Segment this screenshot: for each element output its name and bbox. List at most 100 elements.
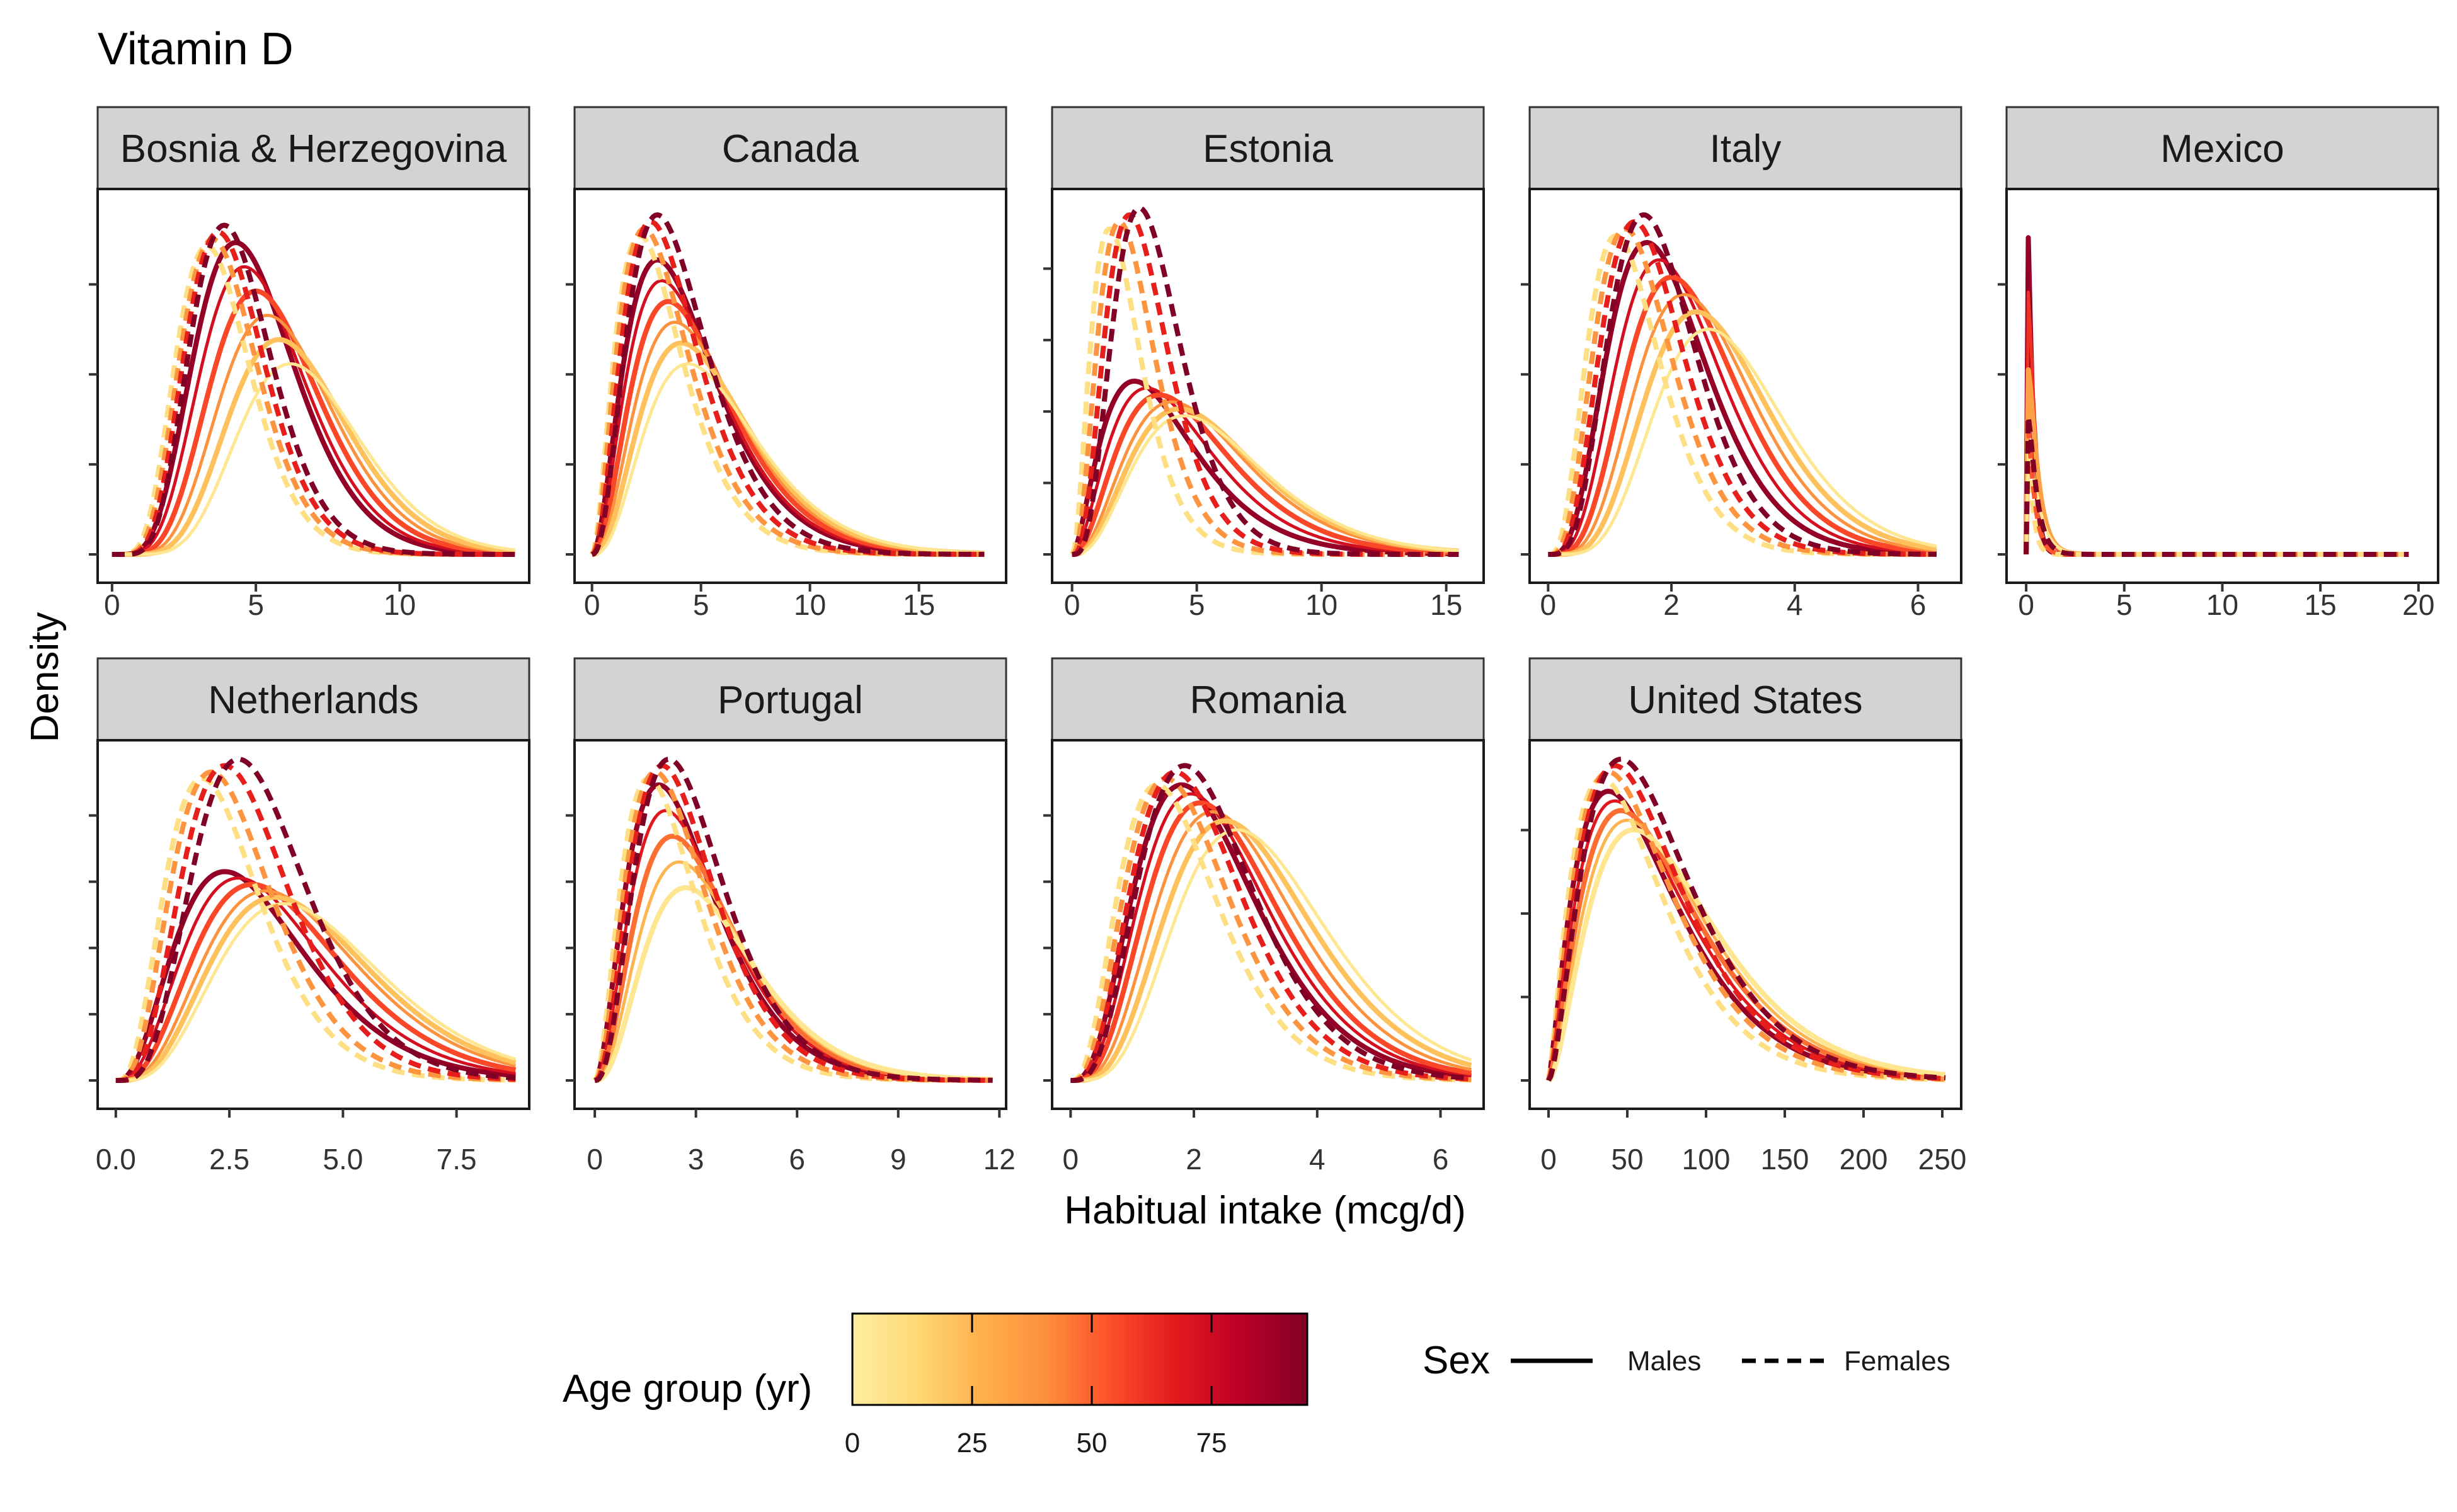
- strip-mexico: [2005, 106, 2439, 190]
- male-density-curve: [1070, 818, 1472, 1083]
- male-density-curve: [112, 289, 515, 557]
- strip-label-estonia: Estonia: [1203, 127, 1333, 171]
- male-density-curve: [1547, 240, 1937, 557]
- x-tick-label: 5: [693, 588, 709, 621]
- x-tick-label: 0: [587, 1143, 603, 1176]
- strip-label-romania: Romania: [1189, 679, 1346, 722]
- plot-area-romania: [1051, 739, 1485, 1110]
- x-tick-label: 7.5: [437, 1143, 477, 1176]
- strip-label-united-states: United States: [1628, 679, 1862, 722]
- female-density-curve: [590, 219, 985, 557]
- strip-label-netherlands: Netherlands: [208, 679, 418, 722]
- female-density-curve: [115, 769, 516, 1083]
- panel-canada: Canada 0 5 10 15: [566, 106, 1007, 621]
- plot-area-canada: [573, 188, 1007, 584]
- male-density-curve: [1547, 799, 1946, 1081]
- male-density-curve: [1072, 392, 1459, 557]
- male-density-curve: [594, 885, 994, 1083]
- male-density-curve: [1072, 414, 1459, 556]
- strip-estonia: [1051, 106, 1485, 190]
- female-density-curve: [1546, 776, 1946, 1082]
- female-density-curve: [115, 763, 516, 1083]
- panel-romania: Romania 0 2 4 6: [1043, 657, 1485, 1176]
- plot-area-bosnia-and-herzegovina: [96, 188, 530, 584]
- age-tick-label: 25: [957, 1428, 988, 1458]
- x-tick-label: 12: [983, 1143, 1016, 1176]
- panel-bosnia-and-herzegovina: Bosnia & Herzegovina 0 5 10: [89, 106, 530, 621]
- plot-area-italy: [1528, 188, 1962, 584]
- curves-united-states: [1546, 757, 1946, 1082]
- male-density-curve: [1546, 808, 1946, 1082]
- x-tick-label: 10: [794, 588, 826, 621]
- x-tick-label: 4: [1787, 588, 1803, 621]
- x-tick-label: 6: [789, 1143, 805, 1176]
- curves-portugal: [592, 757, 994, 1083]
- strip-label-portugal: Portugal: [718, 679, 863, 722]
- strip-label-mexico: Mexico: [2160, 127, 2284, 171]
- curves-netherlands: [115, 757, 517, 1083]
- female-density-curve: [1547, 226, 1937, 557]
- strip-label-italy: Italy: [1710, 127, 1782, 171]
- x-tick-label: 4: [1309, 1143, 1326, 1176]
- x-axis-title: Habitual intake (mcg/d): [1064, 1189, 1466, 1232]
- x-tick-label: 0: [2018, 588, 2034, 621]
- male-density-curve: [1548, 328, 1937, 556]
- x-tick-label: 9: [890, 1143, 907, 1176]
- male-density-curve: [1070, 792, 1472, 1082]
- male-density-curve: [592, 362, 985, 556]
- x-tick-label: 5: [248, 588, 264, 621]
- x-tick-label: 0: [1540, 588, 1557, 621]
- male-density-curve: [112, 362, 515, 556]
- plot-area-mexico: [2005, 188, 2439, 584]
- sex-legend-title: Sex: [1423, 1339, 1490, 1382]
- panel-netherlands: Netherlands 0.0 2.5 5.0 7.5: [89, 657, 530, 1176]
- female-density-curve: [112, 243, 515, 557]
- female-density-curve: [591, 212, 985, 557]
- x-tick-label: 0: [584, 588, 600, 621]
- age-colorbar-ticks: 0 25 50 75: [845, 1314, 1227, 1458]
- age-legend: Age group (yr) 0 25 50 75: [563, 1312, 1309, 1458]
- plot-area-portugal: [573, 739, 1007, 1110]
- strip-netherlands: [96, 657, 530, 742]
- male-density-curve: [115, 881, 517, 1083]
- male-density-curve: [594, 860, 993, 1082]
- male-density-curve: [1070, 800, 1472, 1083]
- age-legend-title: Age group (yr): [563, 1367, 812, 1411]
- y-axis-title: Density: [23, 612, 67, 743]
- x-tick-label: 200: [1840, 1143, 1888, 1176]
- strip-romania: [1051, 657, 1485, 742]
- x-tick-label: 20: [2402, 588, 2434, 621]
- males-legend-label: Males: [1627, 1346, 1701, 1377]
- x-tick-label: 0.0: [96, 1143, 136, 1176]
- strip-canada: [573, 106, 1007, 190]
- panel-estonia: Estonia 0 5 10 15: [1043, 106, 1485, 621]
- male-density-curve: [1070, 828, 1472, 1082]
- curves-mexico: [2024, 235, 2409, 557]
- x-tick-label: 3: [688, 1143, 704, 1176]
- strip-label-bosnia-and-herzegovina: Bosnia & Herzegovina: [120, 127, 507, 171]
- curves-estonia: [1070, 205, 1459, 557]
- female-density-curve: [112, 229, 515, 557]
- age-colorbar: [851, 1312, 1309, 1406]
- x-tick-label: 2: [1186, 1143, 1202, 1176]
- panel-united-states: United States 0 50 100 150 200 250: [1521, 657, 1967, 1176]
- male-density-curve: [593, 782, 994, 1083]
- male-density-curve: [112, 337, 515, 557]
- male-density-curve: [594, 833, 994, 1083]
- male-density-curve: [1547, 275, 1937, 557]
- x-tick-label: 0: [1063, 1143, 1079, 1176]
- x-tick-label: 250: [1918, 1143, 1967, 1176]
- male-density-curve: [590, 257, 985, 557]
- x-tick-label: 10: [1305, 588, 1337, 621]
- x-tick-label: 5: [2116, 588, 2133, 621]
- panel-mexico: Mexico 0 5 10 15 20: [1998, 106, 2439, 621]
- female-density-curve: [2024, 414, 2409, 557]
- strip-label-canada: Canada: [722, 127, 859, 171]
- age-tick-label: 75: [1196, 1428, 1227, 1458]
- female-density-curve: [1070, 226, 1459, 557]
- female-density-curve: [1071, 219, 1459, 557]
- panel-italy: Italy 0 2 4 6: [1521, 106, 1962, 621]
- female-density-curve: [593, 769, 994, 1083]
- females-legend-label: Females: [1844, 1346, 1950, 1377]
